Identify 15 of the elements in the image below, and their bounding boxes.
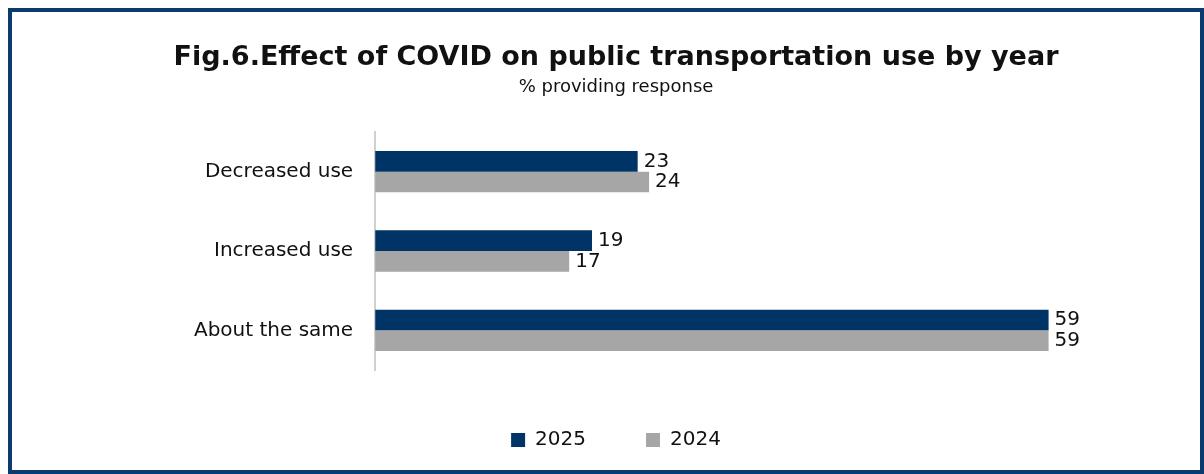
bar	[375, 251, 570, 272]
chart-subtitle: % providing response	[518, 74, 714, 96]
y-tick-label: Increased use	[214, 237, 354, 262]
bar	[375, 171, 650, 193]
bar	[375, 330, 1049, 351]
data-label: 17	[575, 247, 601, 272]
data-label: 19	[598, 226, 624, 251]
legend-label: 2024	[670, 426, 721, 451]
bar	[375, 230, 593, 251]
chart-title: Fig.6.Effect of COVID on public transportation use by year	[173, 40, 1060, 72]
bar	[375, 309, 1049, 331]
legend-label: 2025	[535, 426, 587, 451]
y-tick-label: About the same	[193, 316, 354, 341]
y-tick-label: Decreased use	[204, 157, 354, 182]
bar	[375, 151, 638, 172]
